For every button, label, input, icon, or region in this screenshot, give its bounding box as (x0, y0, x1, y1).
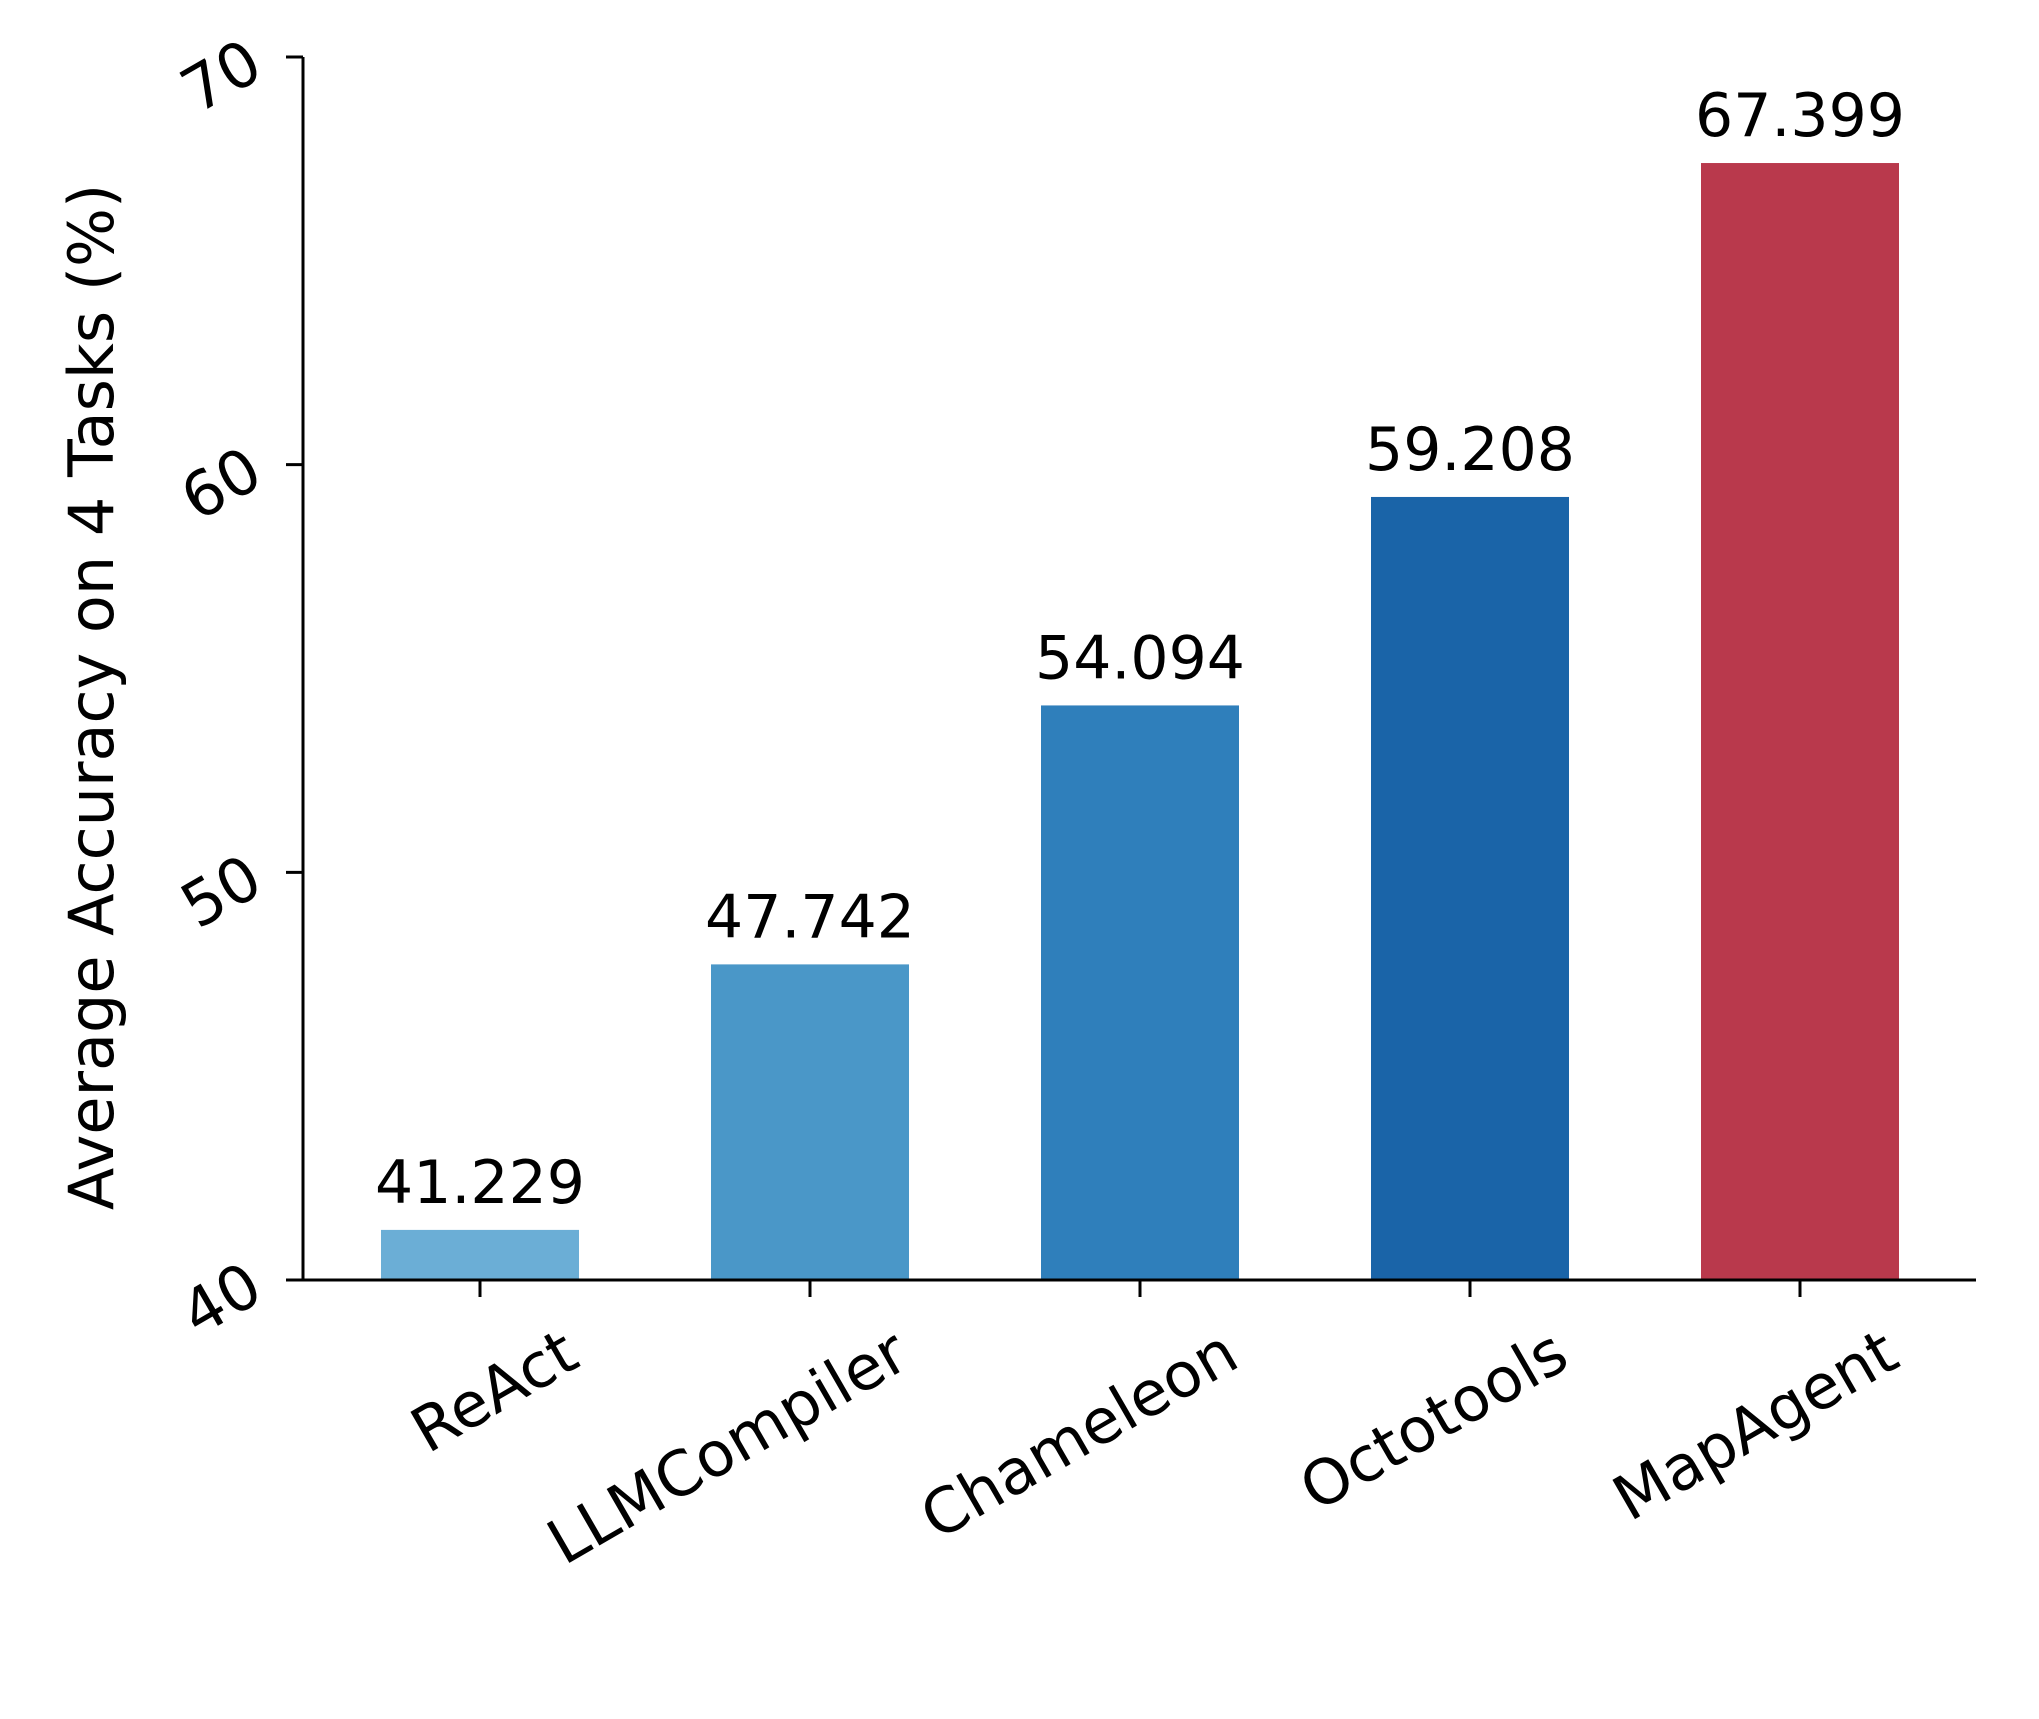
value-label-mapagent: 67.399 (1695, 81, 1905, 151)
category-label-react: ReAct (399, 1315, 590, 1467)
y-tick-label-40: 40 (169, 1248, 274, 1351)
bar-chameleon (1041, 705, 1239, 1280)
value-label-octotools: 59.208 (1365, 415, 1575, 485)
bar-react (381, 1229, 579, 1280)
bar-octotools (1371, 496, 1569, 1280)
category-label-octotools: Octotools (1288, 1315, 1580, 1526)
value-label-react: 41.229 (375, 1148, 585, 1218)
bar-llmcompiler (711, 964, 909, 1280)
value-label-llmcompiler: 47.742 (705, 882, 915, 952)
y-tick-label-50: 50 (169, 840, 274, 943)
category-label-chameleon: Chameleon (908, 1315, 1249, 1554)
bars-layer (381, 163, 1899, 1281)
value-label-chameleon: 54.094 (1035, 623, 1245, 693)
y-tick-label-60: 60 (169, 432, 274, 535)
category-label-llmcompiler: LLMCompiler (535, 1315, 920, 1579)
bar-mapagent (1701, 163, 1899, 1281)
y-axis-title: Average Accuracy on 4 Tasks (%) (55, 184, 128, 1210)
y-tick-label-70: 70 (169, 25, 274, 128)
category-label-mapagent: MapAgent (1601, 1315, 1910, 1535)
value-labels-layer: 41.229 47.742 54.094 59.208 67.399 (375, 81, 1905, 1218)
